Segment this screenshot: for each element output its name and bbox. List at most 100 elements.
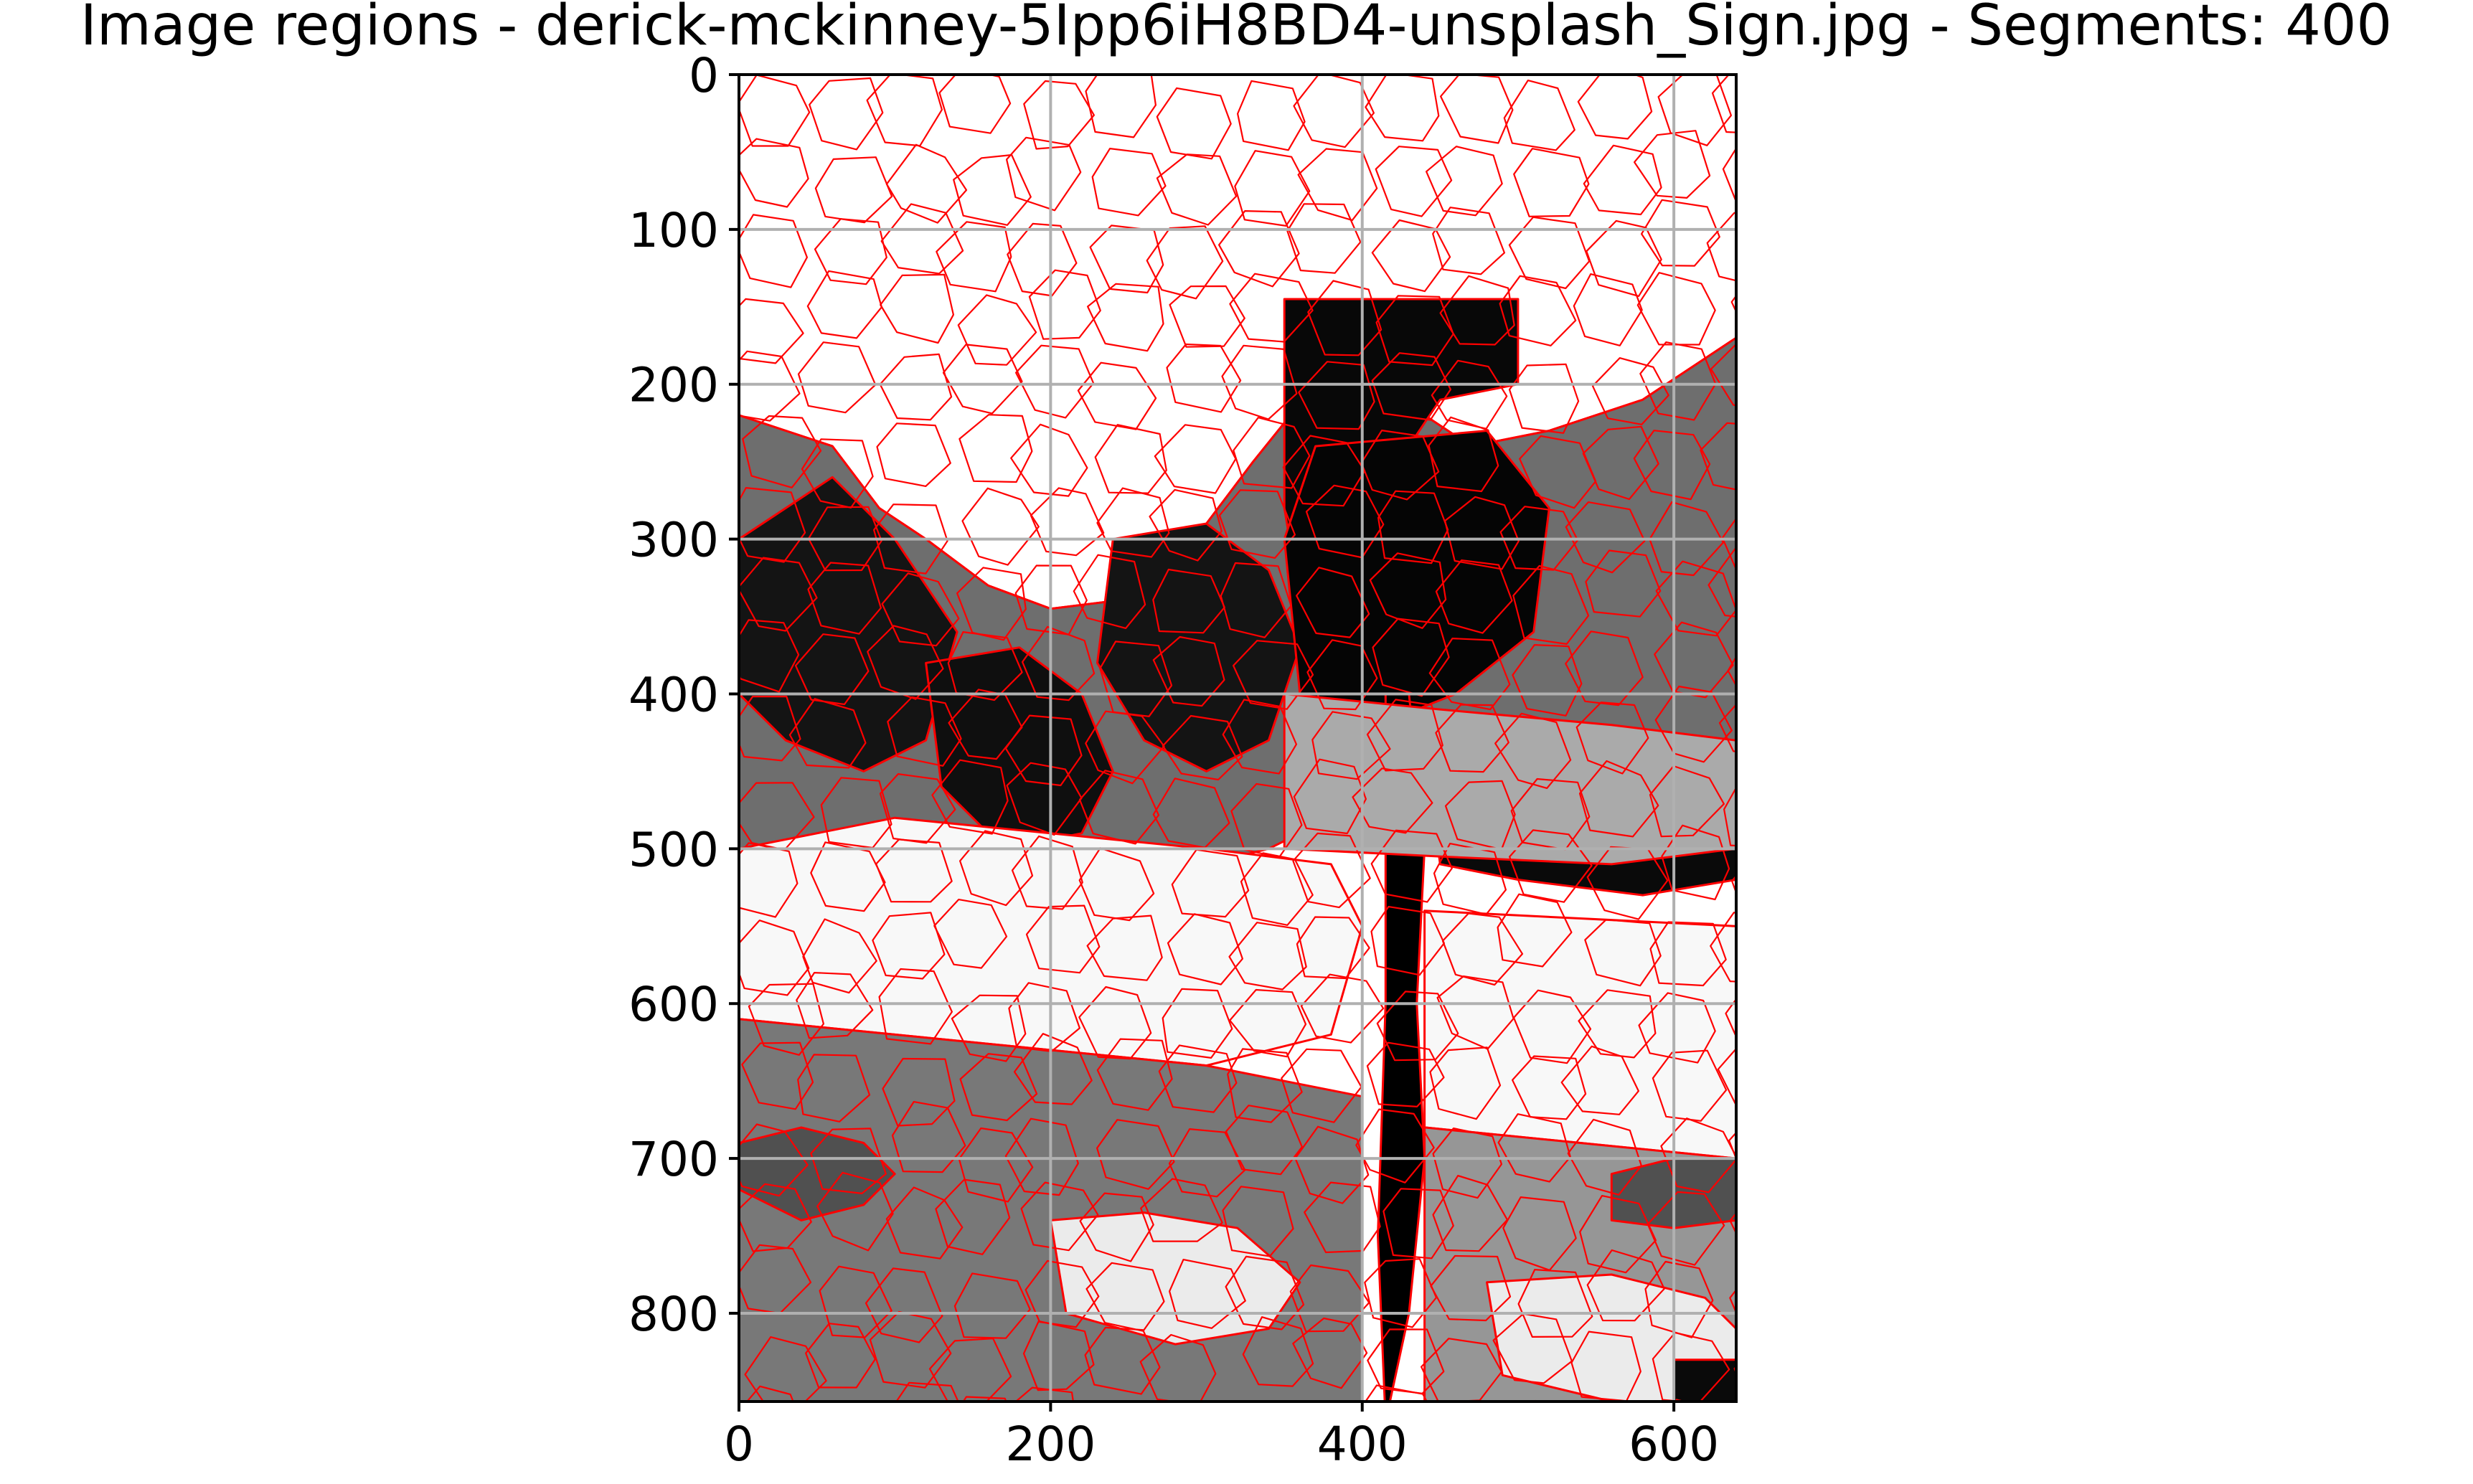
segment-boundary bbox=[1439, 75, 1514, 144]
segment-boundary bbox=[810, 1128, 887, 1195]
segment-boundary bbox=[1158, 1044, 1238, 1113]
segment-boundary bbox=[1660, 1117, 1736, 1194]
segment-boundary bbox=[1005, 136, 1082, 212]
segment-boundary bbox=[1225, 1105, 1304, 1176]
segment-boundary bbox=[1512, 564, 1590, 646]
segment-boundary bbox=[1296, 567, 1370, 638]
y-tick-label: 800 bbox=[628, 1287, 719, 1342]
segment-boundary bbox=[1435, 559, 1513, 634]
segment-boundary bbox=[1021, 625, 1096, 701]
segment-boundary bbox=[1079, 1192, 1154, 1262]
segment-boundary bbox=[1512, 643, 1583, 717]
segment-boundary bbox=[1099, 641, 1173, 717]
x-tick-label: 200 bbox=[1005, 1417, 1096, 1472]
segment-boundary bbox=[1004, 714, 1083, 787]
segment-boundary bbox=[1652, 1049, 1728, 1122]
segment-boundary bbox=[1168, 1128, 1246, 1198]
segment-boundary bbox=[895, 1381, 959, 1402]
segment-boundary bbox=[1006, 762, 1083, 836]
segment-boundary bbox=[744, 1336, 827, 1402]
y-tick-label: 0 bbox=[689, 48, 719, 103]
segment-region bbox=[1423, 909, 1736, 1160]
segment-boundary bbox=[739, 619, 800, 693]
segment-boundary bbox=[1513, 148, 1590, 217]
segment-boundary bbox=[957, 294, 1037, 366]
segment-boundary bbox=[1084, 1326, 1161, 1395]
segment-boundary bbox=[928, 1338, 1012, 1402]
segment-boundary bbox=[936, 221, 1012, 293]
segment-boundary bbox=[956, 567, 1027, 641]
segment-boundary bbox=[887, 696, 962, 767]
segment-boundary bbox=[1429, 1046, 1502, 1120]
segment-boundary bbox=[865, 1267, 943, 1343]
segment-boundary bbox=[1370, 829, 1453, 903]
segment-boundary bbox=[1647, 1191, 1725, 1266]
segment-boundary bbox=[1146, 225, 1224, 300]
segment-boundary bbox=[1649, 921, 1727, 987]
segment-boundary bbox=[962, 1396, 1007, 1402]
segment-boundary bbox=[1085, 75, 1157, 138]
segment-boundary bbox=[1222, 699, 1298, 775]
segment-boundary bbox=[958, 830, 1034, 907]
segment-boundary bbox=[1428, 416, 1499, 493]
segment-boundary bbox=[807, 562, 882, 635]
segment-boundary bbox=[1364, 1384, 1428, 1402]
segment-boundary bbox=[739, 138, 809, 208]
segment-boundary bbox=[1307, 280, 1382, 356]
segment-boundary bbox=[814, 218, 887, 285]
segment-boundary bbox=[1723, 786, 1736, 847]
segment-boundary bbox=[742, 415, 822, 488]
segment-boundary bbox=[1718, 703, 1736, 752]
segment-boundary bbox=[1567, 1118, 1642, 1196]
segment-boundary bbox=[1010, 423, 1088, 497]
segment-boundary bbox=[1218, 489, 1296, 559]
segment-boundary bbox=[1700, 422, 1736, 491]
segment-boundary bbox=[741, 1041, 814, 1110]
segment-boundary bbox=[1162, 988, 1233, 1059]
segment-boundary bbox=[1233, 417, 1311, 489]
segment-boundary bbox=[1722, 146, 1736, 204]
segment-boundary bbox=[1432, 207, 1505, 275]
segment-boundary bbox=[1227, 1048, 1303, 1123]
segmented-image bbox=[739, 75, 1736, 1402]
segment-boundary bbox=[1030, 487, 1105, 557]
segment-boundary bbox=[1292, 832, 1371, 909]
segment-boundary bbox=[1078, 770, 1160, 845]
segment-boundary bbox=[1168, 1258, 1246, 1329]
segment-boundary bbox=[933, 898, 1008, 969]
y-tick-label: 700 bbox=[628, 1132, 719, 1187]
segment-boundary bbox=[1289, 1264, 1370, 1333]
segment-boundary bbox=[880, 273, 955, 344]
y-tick-label: 600 bbox=[628, 977, 719, 1032]
segment-boundary bbox=[810, 841, 886, 912]
segment-boundary bbox=[1508, 216, 1591, 290]
segment-boundary bbox=[1717, 1047, 1736, 1107]
segment-boundary bbox=[1509, 829, 1593, 903]
segment-boundary bbox=[1638, 992, 1716, 1064]
segment-boundary bbox=[1086, 283, 1164, 352]
segment-boundary bbox=[1162, 714, 1243, 781]
segment-boundary bbox=[1371, 352, 1452, 421]
segment-boundaries bbox=[739, 75, 1736, 1402]
segment-boundary bbox=[1729, 1288, 1736, 1315]
segment-boundary bbox=[1711, 75, 1736, 133]
x-tick-label: 600 bbox=[1629, 1417, 1719, 1472]
segment-boundary bbox=[951, 994, 1027, 1062]
segment-boundary bbox=[1586, 1249, 1665, 1322]
segment-boundary bbox=[1494, 712, 1572, 790]
segment-boundary bbox=[1575, 701, 1649, 775]
segment-boundary bbox=[1078, 986, 1152, 1060]
segment-boundary bbox=[1156, 153, 1238, 226]
segment-boundary bbox=[1432, 1174, 1508, 1252]
segment-boundary bbox=[788, 698, 867, 769]
segment-boundary bbox=[1652, 1331, 1730, 1402]
segment-boundary bbox=[1439, 275, 1515, 346]
segment-boundary bbox=[1281, 1048, 1362, 1123]
segment-boundary bbox=[1140, 1178, 1223, 1242]
segment-boundary bbox=[1706, 212, 1736, 282]
segment-boundary bbox=[1156, 87, 1232, 160]
segment-boundary bbox=[1573, 273, 1643, 346]
segment-boundary bbox=[1225, 1255, 1305, 1331]
segment-boundary bbox=[935, 1178, 1011, 1255]
segment-boundary bbox=[1560, 1045, 1639, 1115]
